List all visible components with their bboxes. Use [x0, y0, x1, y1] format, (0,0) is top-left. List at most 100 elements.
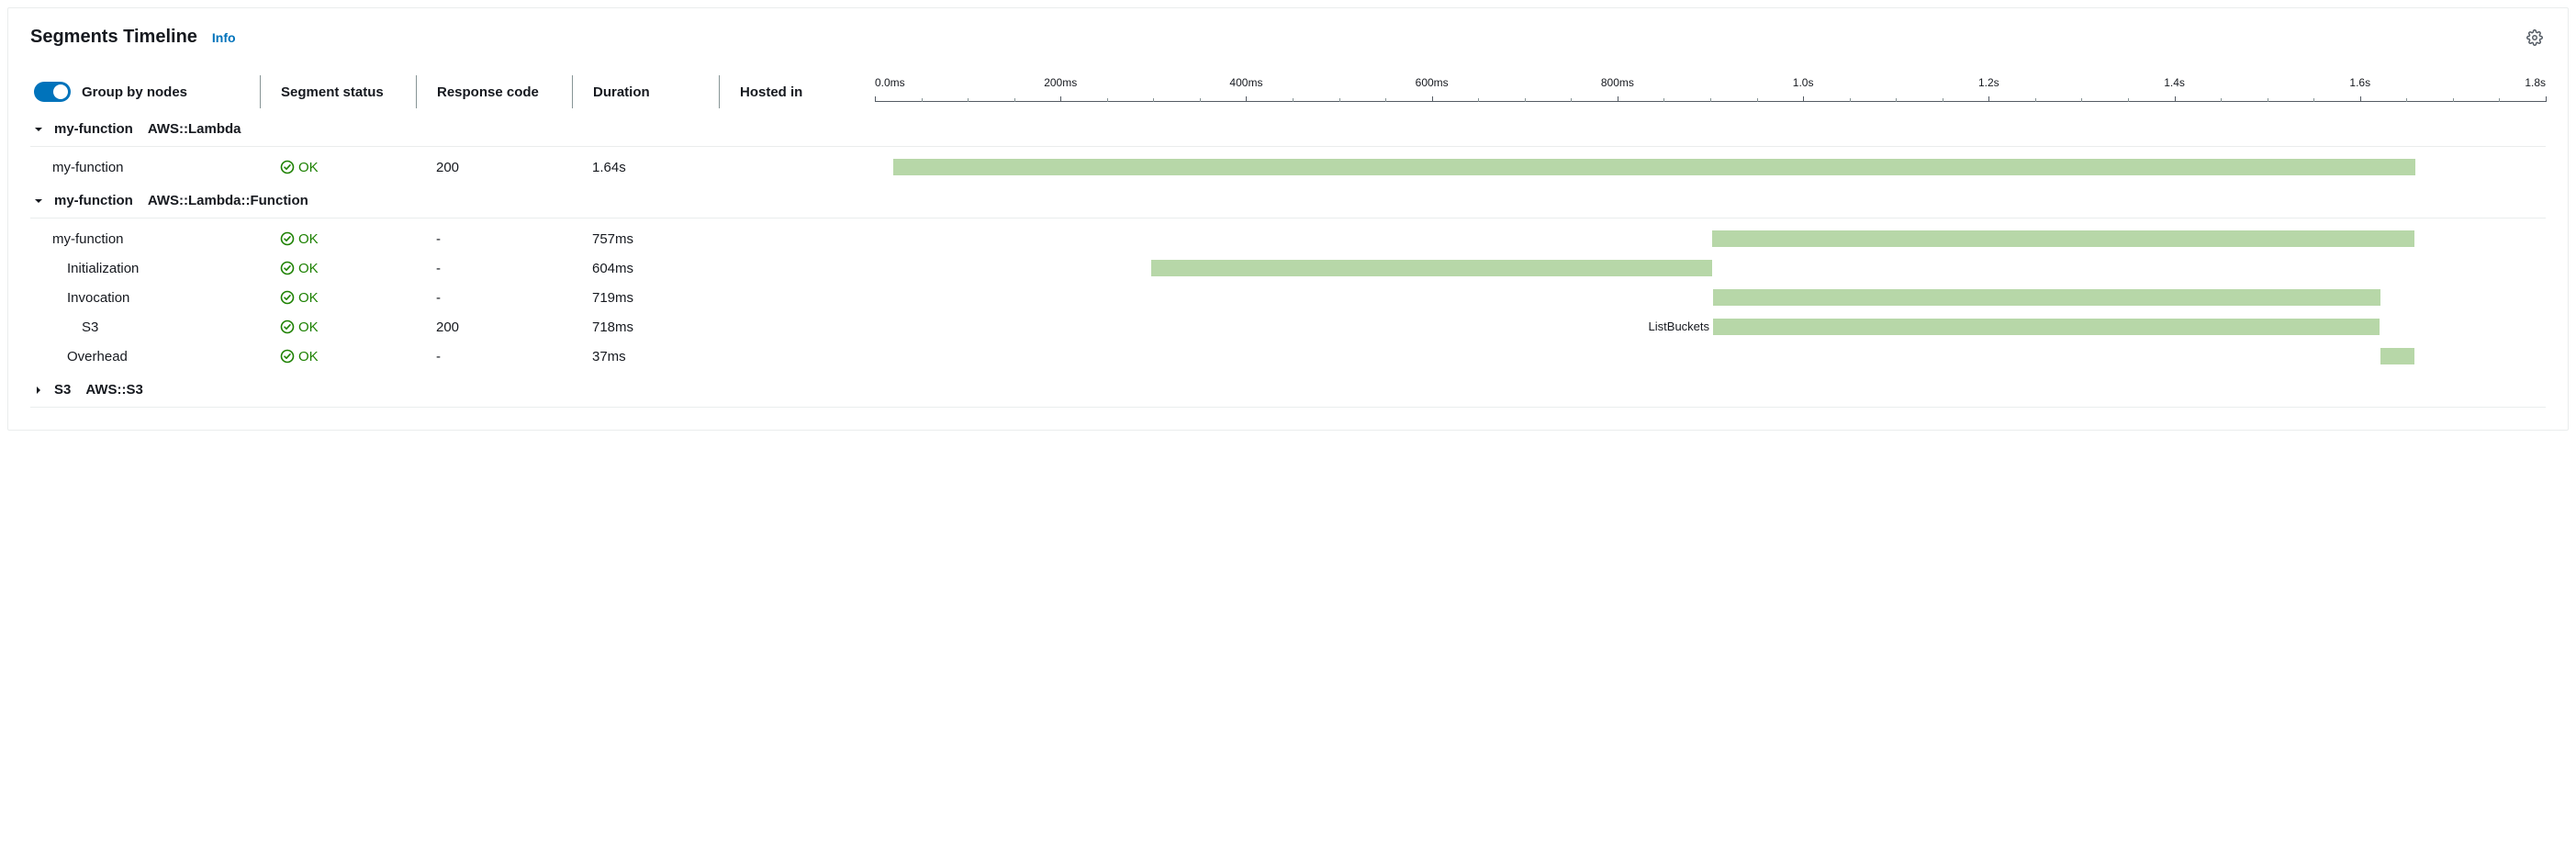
ruler-minor-tick	[1385, 98, 1386, 102]
ruler-minor-tick	[1153, 98, 1154, 102]
status-ok-icon	[280, 160, 295, 174]
segment-status: OK	[260, 160, 416, 175]
ruler-tick	[1988, 96, 1989, 102]
ruler-minor-tick	[1710, 98, 1711, 102]
segment-status: OK	[260, 319, 416, 335]
ruler-minor-tick	[2499, 98, 2500, 102]
status-text: OK	[298, 319, 319, 335]
segment-name: Initialization	[30, 261, 260, 276]
segment-name: my-function	[30, 231, 260, 247]
segment-timeline-cell: ListBuckets	[866, 312, 2546, 342]
ruler-minor-tick	[1339, 98, 1340, 102]
segment-response-code: -	[416, 349, 572, 364]
ruler-label: 200ms	[1044, 76, 1077, 89]
column-header-status: Segment status	[281, 84, 384, 100]
column-header-hosted: Hosted in	[740, 84, 802, 100]
settings-button[interactable]	[2524, 27, 2546, 49]
segment-status: OK	[260, 349, 416, 364]
segment-row[interactable]: OverheadOK-37ms	[30, 342, 2546, 371]
ruler-label: 400ms	[1229, 76, 1262, 89]
ruler-minor-tick	[2313, 98, 2314, 102]
panel-title: Segments Timeline	[30, 27, 197, 48]
segment-response-code: 200	[416, 160, 572, 175]
status-ok-icon	[280, 290, 295, 305]
segment-name: Invocation	[30, 290, 260, 306]
segment-timeline-cell	[866, 152, 2546, 182]
segments-timeline-panel: Segments Timeline Info Group by nodes Se…	[7, 7, 2569, 431]
group-type: AWS::Lambda::Function	[148, 193, 308, 208]
segment-timeline-cell	[866, 224, 2546, 253]
status-ok-icon	[280, 349, 295, 364]
group-name: S3	[54, 382, 71, 398]
segment-timeline-cell	[866, 283, 2546, 312]
ruler-tick	[1060, 96, 1061, 102]
status-text: OK	[298, 231, 319, 247]
caret-right-icon	[34, 383, 45, 398]
ruler-minor-tick	[1525, 98, 1526, 102]
column-headers-row: Group by nodes Segment status Response c…	[30, 73, 2546, 110]
ruler-tick	[1246, 96, 1247, 102]
ruler-label: 1.0s	[1793, 76, 1814, 89]
info-link[interactable]: Info	[212, 30, 236, 45]
group-header[interactable]: S3 AWS::S3	[30, 371, 2546, 408]
status-text: OK	[298, 290, 319, 306]
segment-name: my-function	[30, 160, 260, 175]
ruler-minor-tick	[1014, 98, 1015, 102]
segment-row[interactable]: Invocation OK -719ms	[30, 283, 2546, 312]
segment-row[interactable]: my-function OK -757ms	[30, 224, 2546, 253]
column-header-duration: Duration	[593, 84, 650, 100]
segment-response-code: -	[416, 290, 572, 306]
toggle-knob	[53, 84, 68, 99]
status-text: OK	[298, 160, 319, 175]
ruler-tick	[1432, 96, 1433, 102]
segment-duration: 719ms	[572, 290, 719, 306]
ruler-minor-tick	[968, 98, 969, 102]
segment-duration: 604ms	[572, 261, 719, 276]
ruler-tick	[1803, 96, 1804, 102]
caret-down-icon	[34, 122, 45, 137]
status-ok-icon	[280, 231, 295, 246]
segment-row[interactable]: S3OK200718msListBuckets	[30, 312, 2546, 342]
ruler-minor-tick	[2406, 98, 2407, 102]
status-text: OK	[298, 349, 319, 364]
ruler-label: 800ms	[1601, 76, 1634, 89]
segment-duration: 718ms	[572, 319, 719, 335]
segment-response-code: -	[416, 231, 572, 247]
caret-down-icon	[34, 194, 45, 208]
segment-response-code: -	[416, 261, 572, 276]
ruler-minor-tick	[1896, 98, 1897, 102]
group-by-nodes-toggle[interactable]	[34, 82, 71, 102]
segment-response-code: 200	[416, 319, 572, 335]
group-header[interactable]: my-function AWS::Lambda::Function	[30, 182, 2546, 219]
timeline-bar	[1151, 260, 1712, 276]
group-type: AWS::S3	[85, 382, 143, 398]
ruler-minor-tick	[922, 98, 923, 102]
segment-status: OK	[260, 261, 416, 276]
ruler-minor-tick	[2035, 98, 2036, 102]
segment-status: OK	[260, 231, 416, 247]
group-header[interactable]: my-function AWS::Lambda	[30, 110, 2546, 147]
timeline-bar-label: ListBuckets	[875, 319, 1713, 335]
ruler-minor-tick	[1478, 98, 1479, 102]
group-name: my-function	[54, 193, 133, 208]
ruler-tick	[875, 96, 876, 102]
timeline-bar	[893, 159, 2415, 175]
timeline-bar	[1712, 230, 2414, 247]
ruler-label: 0.0ms	[875, 76, 905, 89]
ruler-label: 1.8s	[2525, 76, 2546, 89]
group-name: my-function	[54, 121, 133, 137]
ruler-minor-tick	[2221, 98, 2222, 102]
segment-row[interactable]: Initialization OK -604ms	[30, 253, 2546, 283]
group-type: AWS::Lambda	[148, 121, 241, 137]
segment-duration: 757ms	[572, 231, 719, 247]
timeline-bar	[1713, 289, 2380, 306]
status-text: OK	[298, 261, 319, 276]
ruler-minor-tick	[2453, 98, 2454, 102]
ruler-label: 600ms	[1416, 76, 1449, 89]
ruler-tick	[2546, 96, 2547, 102]
ruler-minor-tick	[1757, 98, 1758, 102]
ruler-label: 1.2s	[1978, 76, 1999, 89]
ruler-minor-tick	[1107, 98, 1108, 102]
status-ok-icon	[280, 261, 295, 275]
segment-row[interactable]: my-functionOK2001.64s	[30, 152, 2546, 182]
